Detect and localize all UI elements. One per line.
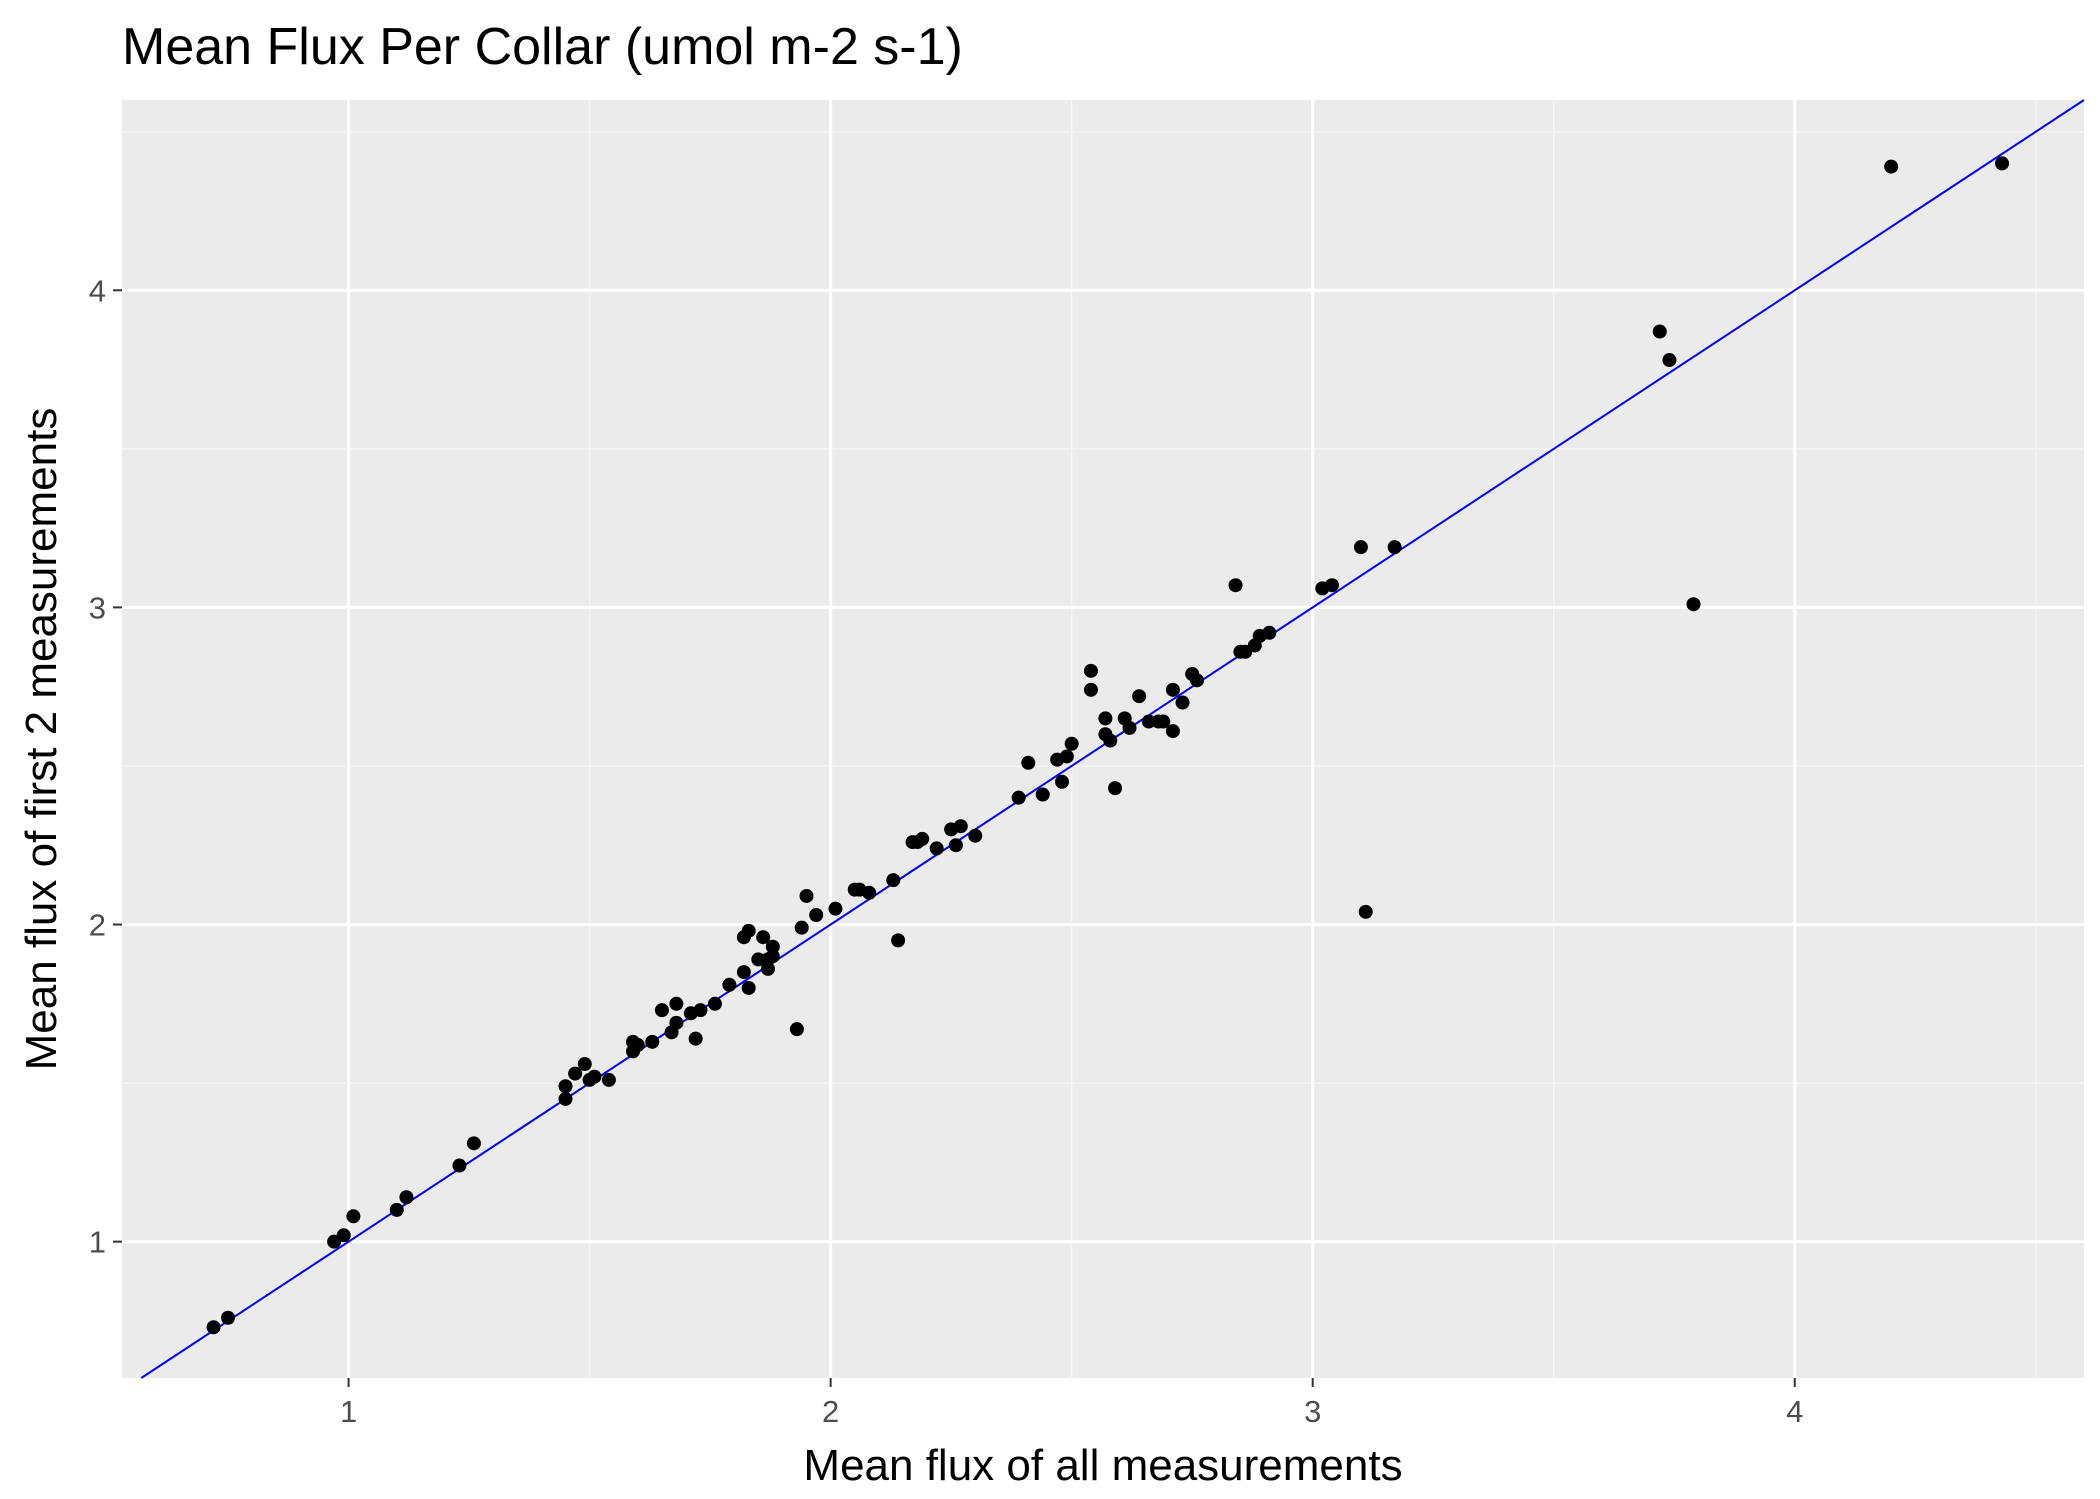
data-point [948,838,963,853]
data-point [756,930,771,945]
data-point [1011,790,1026,805]
data-point [389,1202,404,1217]
y-tick-label: 2 [89,908,106,943]
data-point [558,1091,573,1106]
data-point [1083,682,1098,697]
data-point [1098,711,1113,726]
data-point [1055,774,1070,789]
data-point [1141,714,1156,729]
data-point [1021,755,1036,770]
data-point [741,980,756,995]
data-point [688,1031,703,1046]
major-gridlines [122,100,2084,1378]
data-point [929,841,944,856]
data-point [886,873,901,888]
x-tick-label: 3 [1304,1394,1321,1429]
data-point [760,961,775,976]
data-point [1884,159,1899,174]
data-point [799,888,814,903]
data-point [722,977,737,992]
data-point [1175,695,1190,710]
x-axis: 1 2 3 4 [340,1378,1803,1429]
data-point [399,1190,414,1205]
data-point [1228,578,1243,593]
x-tick-label: 4 [1786,1394,1803,1429]
data-point [891,933,906,948]
data-point [828,901,843,916]
y-axis: 1 2 3 4 [89,273,122,1260]
data-point [669,1015,684,1030]
data-point [1262,625,1277,640]
data-point [577,1057,592,1072]
data-point [707,996,722,1011]
data-point [1995,156,2010,171]
data-point [654,1003,669,1018]
data-point [452,1158,467,1173]
data-point [1132,689,1147,704]
y-tick-label: 4 [89,273,106,308]
data-point [736,965,751,980]
data-point [1064,736,1079,751]
data-point [587,1069,602,1084]
y-tick-label: 1 [89,1225,106,1260]
data-point [1108,781,1123,796]
data-point [1652,324,1667,339]
x-tick-label: 1 [340,1394,357,1429]
data-point [953,819,968,834]
data-points [206,156,2010,1335]
data-point [1353,540,1368,555]
x-tick-label: 2 [822,1394,839,1429]
data-point [1324,578,1339,593]
data-point [751,952,766,967]
data-point [1165,682,1180,697]
y-tick-label: 3 [89,590,106,625]
data-point [1190,673,1205,688]
data-point [645,1034,660,1049]
data-point [1156,714,1171,729]
data-point [1686,597,1701,612]
data-point [1059,749,1074,764]
data-point [862,885,877,900]
data-point [336,1228,351,1243]
data-point [741,923,756,938]
data-point [1165,724,1180,739]
data-point [206,1320,221,1335]
data-point [809,908,824,923]
chart-title: Mean Flux Per Collar (umol m-2 s-1) [122,18,963,76]
y-axis-title: Mean flux of first 2 measurements [17,408,66,1071]
data-point [794,920,809,935]
data-point [466,1136,481,1151]
data-point [1387,540,1402,555]
data-point [1662,353,1677,368]
data-point [669,996,684,1011]
data-point [789,1022,804,1037]
data-point [1358,904,1373,919]
data-point [915,831,930,846]
data-point [968,828,983,843]
x-axis-title: Mean flux of all measurements [803,1441,1402,1490]
data-point [630,1038,645,1053]
plot-panel [122,99,2085,1379]
data-point [1103,733,1118,748]
data-point [346,1209,361,1224]
data-point [558,1079,573,1094]
data-point [765,949,780,964]
data-point [1035,787,1050,802]
data-point [568,1066,583,1081]
data-point [1122,720,1137,735]
data-point [1083,663,1098,678]
data-point [693,1003,708,1018]
data-point [221,1310,236,1325]
data-point [601,1072,616,1087]
